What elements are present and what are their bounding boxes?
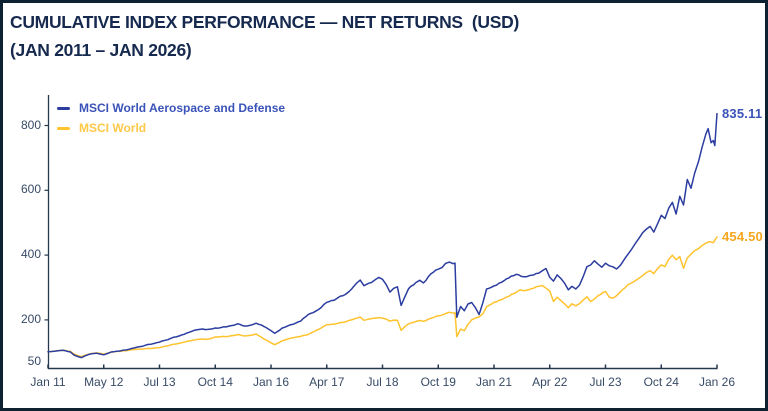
legend-item-aerospace-defense: MSCI World Aerospace and Defense [57,101,285,115]
chart-title: CUMULATIVE INDEX PERFORMANCE — NET RETUR… [10,12,520,32]
x-axis-tick-label: Oct 14 [197,375,233,389]
y-axis-tick-label: 400 [20,247,41,262]
x-axis-tick-label: Jan 26 [698,375,736,389]
legend-label: MSCI World Aerospace and Defense [79,101,286,115]
legend-swatch-icon [57,126,70,130]
x-axis-tick-label: Oct 24 [643,375,679,389]
legend-label: MSCI World [79,121,147,135]
chart-date-range: (JAN 2011 – JAN 2026) [10,40,192,60]
y-axis-tick-label: 600 [20,182,41,197]
end-value-msci-world: 454.50 [722,229,763,244]
x-axis-tick-label: Jan 11 [30,375,66,389]
series-line-aerospace-defense [47,112,718,359]
x-axis-tick-label: Jul 23 [589,375,622,389]
x-axis-tick-label: Apr 22 [532,375,568,389]
x-axis-tick-label: Apr 17 [309,375,345,389]
end-value-aerospace-defense: 835.11 [722,106,763,121]
y-axis-tick-label: 200 [20,311,41,326]
legend-item-msci-world: MSCI World [57,121,146,135]
x-axis-tick-label: Jan 21 [475,375,513,389]
y-axis-tick-label: 50 [27,354,41,368]
x-axis-tick-label: May 12 [84,375,124,389]
x-axis-tick-label: Jul 13 [143,375,176,389]
x-axis-tick-label: Jan 16 [252,375,290,389]
x-axis-tick-label: Jul 18 [366,375,399,389]
series-line-msci-world [47,236,718,358]
y-axis-tick-label: 800 [20,117,41,132]
legend-swatch-icon [57,106,70,110]
x-axis-tick-label: Oct 19 [420,375,456,389]
